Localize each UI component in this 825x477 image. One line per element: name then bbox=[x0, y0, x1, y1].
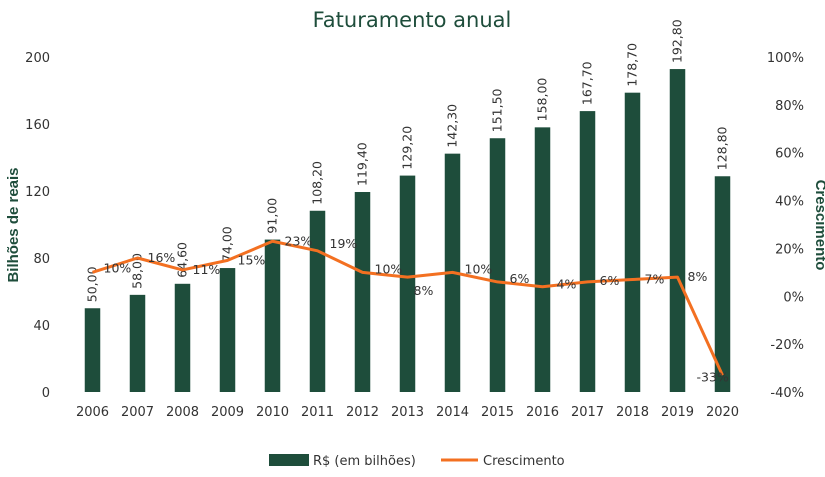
bar-label-2010: 91,00 bbox=[265, 198, 280, 234]
bar-2020 bbox=[714, 176, 731, 392]
x-tick-2010: 2010 bbox=[256, 405, 289, 420]
y-axis-title: Bilhões de reais bbox=[5, 167, 22, 282]
legend-swatch-bars bbox=[269, 454, 309, 466]
y-tick-160: 160 bbox=[25, 118, 50, 133]
bar-label-2007: 58,00 bbox=[130, 253, 145, 289]
growth-labels: 10% 16% 11% 15% 23% 19% 10% 8% 10% 6% 4% 6% 7% 8% -33% bbox=[104, 233, 729, 384]
growth-label-2006: 10% bbox=[104, 260, 132, 275]
bar-label-2006: 50,00 bbox=[85, 266, 100, 302]
growth-label-2014: 10% bbox=[465, 261, 493, 276]
bar-2007 bbox=[129, 294, 146, 392]
x-tick-2006: 2006 bbox=[76, 405, 109, 420]
bar-label-2009: 74,00 bbox=[220, 226, 235, 262]
bar-2019 bbox=[669, 69, 686, 392]
line-series bbox=[92, 239, 724, 376]
bar-2015 bbox=[489, 138, 506, 392]
bar-label-2020: 128,80 bbox=[715, 126, 730, 170]
chart-title: Faturamento anual bbox=[313, 8, 512, 32]
legend: R$ (em bilhões) Crescimento bbox=[269, 454, 565, 469]
growth-label-2011: 19% bbox=[330, 236, 358, 251]
bar-2016 bbox=[534, 127, 551, 392]
x-tick-2009: 2009 bbox=[211, 405, 244, 420]
y-tick-40: 40 bbox=[33, 319, 50, 334]
y-tick-0: 0 bbox=[42, 386, 50, 401]
x-tick-2020: 2020 bbox=[706, 405, 739, 420]
bar-2017 bbox=[579, 111, 596, 392]
y-axis: 0 40 80 120 160 200 bbox=[25, 51, 50, 401]
bar-label-2012: 119,40 bbox=[355, 142, 370, 186]
y2-tick--40%: -40% bbox=[770, 386, 804, 401]
growth-label-2010: 23% bbox=[285, 233, 313, 248]
bar-label-2014: 142,30 bbox=[445, 104, 460, 148]
x-tick-2011: 2011 bbox=[301, 405, 334, 420]
bar-2012 bbox=[354, 192, 371, 392]
x-tick-2012: 2012 bbox=[346, 405, 379, 420]
growth-line bbox=[92, 239, 724, 376]
bar-2013 bbox=[399, 175, 416, 392]
bar-label-2015: 151,50 bbox=[490, 88, 505, 132]
growth-label-2017: 6% bbox=[600, 273, 620, 288]
bar-series bbox=[84, 69, 731, 393]
growth-label-2016: 4% bbox=[557, 277, 577, 292]
growth-label-2007: 16% bbox=[148, 250, 176, 265]
x-tick-2019: 2019 bbox=[661, 405, 694, 420]
bar-label-2017: 167,70 bbox=[580, 61, 595, 105]
bar-label-2011: 108,20 bbox=[310, 161, 325, 205]
x-tick-2018: 2018 bbox=[616, 405, 649, 420]
growth-label-2015: 6% bbox=[510, 271, 530, 286]
bar-2018 bbox=[624, 92, 641, 393]
y2-tick--20%: -20% bbox=[770, 338, 804, 353]
y2-tick-100%: 100% bbox=[767, 51, 804, 66]
bar-label-2013: 129,20 bbox=[400, 126, 415, 170]
y2-axis-title: Crescimento bbox=[812, 180, 825, 271]
growth-label-2012: 10% bbox=[375, 261, 403, 276]
bar-label-2016: 158,00 bbox=[535, 78, 550, 122]
y2-tick-0%: 0% bbox=[783, 290, 804, 305]
growth-label-2009: 15% bbox=[238, 252, 266, 267]
x-tick-2016: 2016 bbox=[526, 405, 559, 420]
bar-2010 bbox=[264, 239, 281, 392]
legend-label-bars: R$ (em bilhões) bbox=[313, 454, 416, 469]
x-tick-2014: 2014 bbox=[436, 405, 469, 420]
y2-tick-20%: 20% bbox=[775, 242, 804, 257]
y-tick-200: 200 bbox=[25, 51, 50, 66]
bar-2006 bbox=[84, 308, 101, 392]
y2-tick-80%: 80% bbox=[775, 99, 804, 114]
legend-label-line: Crescimento bbox=[483, 454, 565, 469]
y-tick-80: 80 bbox=[33, 252, 50, 267]
y2-tick-40%: 40% bbox=[775, 195, 804, 210]
x-tick-2007: 2007 bbox=[121, 405, 154, 420]
bar-2009 bbox=[219, 268, 236, 392]
growth-label-2008: 11% bbox=[193, 262, 221, 277]
growth-label-2020: -33% bbox=[697, 369, 729, 384]
bar-label-2008: 64,60 bbox=[175, 242, 190, 278]
bar-2008 bbox=[174, 283, 191, 392]
bar-label-2018: 178,70 bbox=[625, 43, 640, 87]
bar-2011 bbox=[309, 210, 326, 392]
x-tick-2008: 2008 bbox=[166, 405, 199, 420]
growth-label-2013: 8% bbox=[414, 283, 434, 298]
growth-label-2018: 7% bbox=[645, 272, 665, 287]
x-axis: 2006 2007 2008 2009 2010 2011 2012 2013 2014 2015… bbox=[76, 405, 739, 420]
x-tick-2017: 2017 bbox=[571, 405, 604, 420]
y2-axis: -40% -20% 0% 20% 40% 60% 80% 100% bbox=[767, 51, 804, 401]
y-tick-120: 120 bbox=[25, 185, 50, 200]
x-tick-2015: 2015 bbox=[481, 405, 514, 420]
growth-label-2019: 8% bbox=[688, 269, 708, 284]
bar-label-2019: 192,80 bbox=[670, 19, 685, 63]
y2-tick-60%: 60% bbox=[775, 147, 804, 162]
x-tick-2013: 2013 bbox=[391, 405, 424, 420]
